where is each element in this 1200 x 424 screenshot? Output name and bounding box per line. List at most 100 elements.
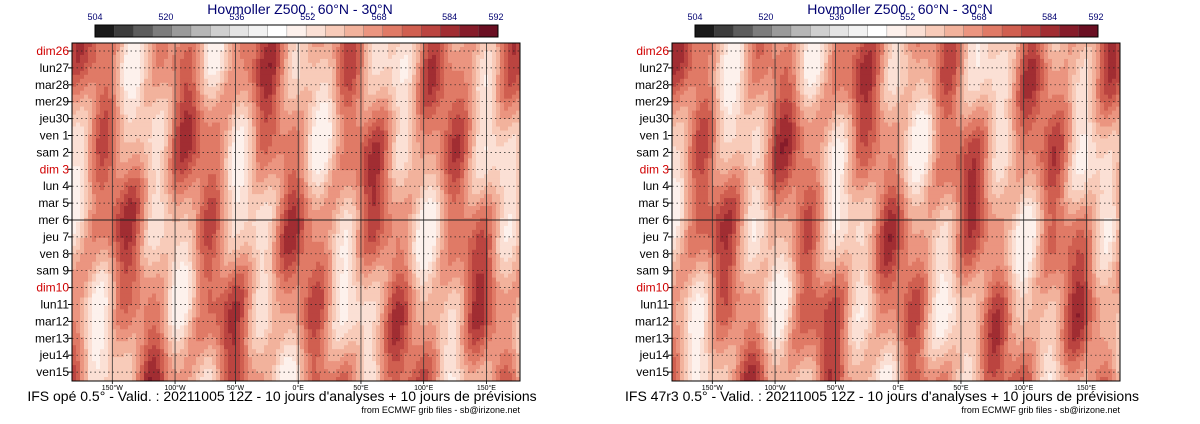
heatmap-cell: [232, 146, 237, 151]
heatmap-cell: [504, 130, 509, 135]
heatmap-cell: [448, 166, 453, 171]
heatmap-cell: [300, 78, 305, 84]
heatmap-cell: [256, 182, 261, 187]
heatmap-cell: [500, 43, 505, 48]
heatmap-cell: [512, 202, 517, 207]
heatmap-cell: [104, 202, 109, 207]
heatmap-cell: [180, 110, 185, 116]
heatmap-cell: [284, 94, 289, 100]
colorbar-tick-label: 552: [300, 12, 315, 22]
heatmap-cell: [488, 110, 493, 116]
heatmap-cell: [480, 142, 485, 147]
heatmap-cell: [328, 182, 333, 187]
heatmap-cell: [80, 210, 85, 215]
heatmap-cell: [512, 162, 517, 167]
heatmap-cell: [480, 178, 485, 183]
heatmap-cell: [512, 190, 517, 195]
heatmap-cell: [112, 130, 117, 135]
heatmap-cell: [332, 154, 337, 159]
heatmap-cell: [504, 110, 509, 116]
heatmap-cell: [504, 190, 509, 195]
heatmap-cell: [188, 194, 193, 199]
heatmap-cell: [264, 138, 269, 143]
heatmap-cell: [136, 78, 141, 84]
heatmap-cell: [340, 158, 345, 163]
heatmap-cell: [476, 43, 481, 48]
heatmap-cell: [352, 66, 357, 72]
heatmap-cell: [376, 94, 381, 100]
heatmap-cell: [136, 186, 141, 191]
heatmap-cell: [424, 178, 429, 183]
heatmap-cell: [144, 62, 149, 68]
heatmap-cell: [460, 146, 465, 151]
heatmap-cell: [72, 74, 77, 80]
heatmap-cell: [224, 146, 229, 151]
heatmap-cell: [136, 134, 141, 139]
heatmap-cell: [348, 90, 353, 96]
heatmap-cell: [80, 146, 85, 151]
heatmap-cell: [120, 210, 125, 215]
heatmap-cell: [88, 182, 93, 187]
heatmap-cell: [392, 82, 397, 88]
heatmap-cell: [248, 158, 253, 163]
heatmap-cell: [280, 46, 285, 52]
heatmap-cell: [236, 190, 241, 195]
heatmap-cell: [412, 166, 417, 171]
heatmap-cell: [264, 58, 269, 64]
heatmap-cell: [140, 78, 145, 84]
heatmap-cell: [132, 62, 137, 68]
heatmap-cell: [260, 102, 265, 108]
heatmap-cell: [76, 66, 81, 72]
heatmap-cell: [324, 43, 329, 48]
heatmap-cell: [380, 166, 385, 171]
heatmap-cell: [80, 90, 85, 96]
heatmap-cell: [152, 158, 157, 163]
heatmap-cell: [176, 166, 181, 171]
heatmap-cell: [260, 206, 265, 211]
heatmap-cell: [164, 58, 169, 64]
heatmap-cell: [176, 162, 181, 167]
heatmap-cell: [148, 178, 153, 183]
heatmap-cell: [308, 62, 313, 68]
heatmap-cell: [396, 62, 401, 68]
heatmap-cell: [380, 134, 385, 139]
heatmap-cell: [328, 138, 333, 143]
heatmap-cell: [172, 74, 177, 80]
heatmap-cell: [176, 182, 181, 187]
heatmap-cell: [444, 194, 449, 199]
heatmap-cell: [248, 134, 253, 139]
heatmap-cell: [260, 210, 265, 215]
heatmap-cell: [328, 174, 333, 179]
heatmap-cell: [332, 178, 337, 183]
heatmap-cell: [132, 94, 137, 100]
heatmap-cell: [160, 142, 165, 147]
heatmap-cell: [212, 210, 217, 215]
heatmap-cell: [516, 210, 521, 215]
heatmap-cell: [104, 43, 109, 48]
heatmap-cell: [412, 58, 417, 64]
heatmap-cell: [148, 158, 153, 163]
heatmap-cell: [196, 210, 201, 215]
heatmap-cell: [252, 130, 257, 135]
heatmap-cell: [316, 70, 321, 76]
heatmap-cell: [300, 122, 305, 128]
heatmap-cell: [328, 90, 333, 96]
heatmap-cell: [440, 118, 445, 124]
heatmap-cell: [312, 210, 317, 215]
heatmap-cell: [448, 62, 453, 68]
heatmap-cell: [324, 174, 329, 179]
heatmap-cell: [488, 138, 493, 143]
heatmap-cell: [80, 98, 85, 104]
heatmap-cell: [452, 198, 457, 203]
colorbar-swatch: [382, 24, 403, 38]
heatmap-cell: [108, 166, 113, 171]
heatmap-cell: [492, 174, 497, 179]
heatmap-cell: [236, 118, 241, 124]
heatmap-cell: [156, 46, 161, 52]
heatmap-cell: [284, 190, 289, 195]
heatmap-cell: [96, 114, 101, 120]
heatmap-cell: [268, 186, 273, 191]
heatmap-cell: [140, 82, 145, 88]
heatmap-cell: [196, 110, 201, 116]
heatmap-cell: [500, 94, 505, 100]
